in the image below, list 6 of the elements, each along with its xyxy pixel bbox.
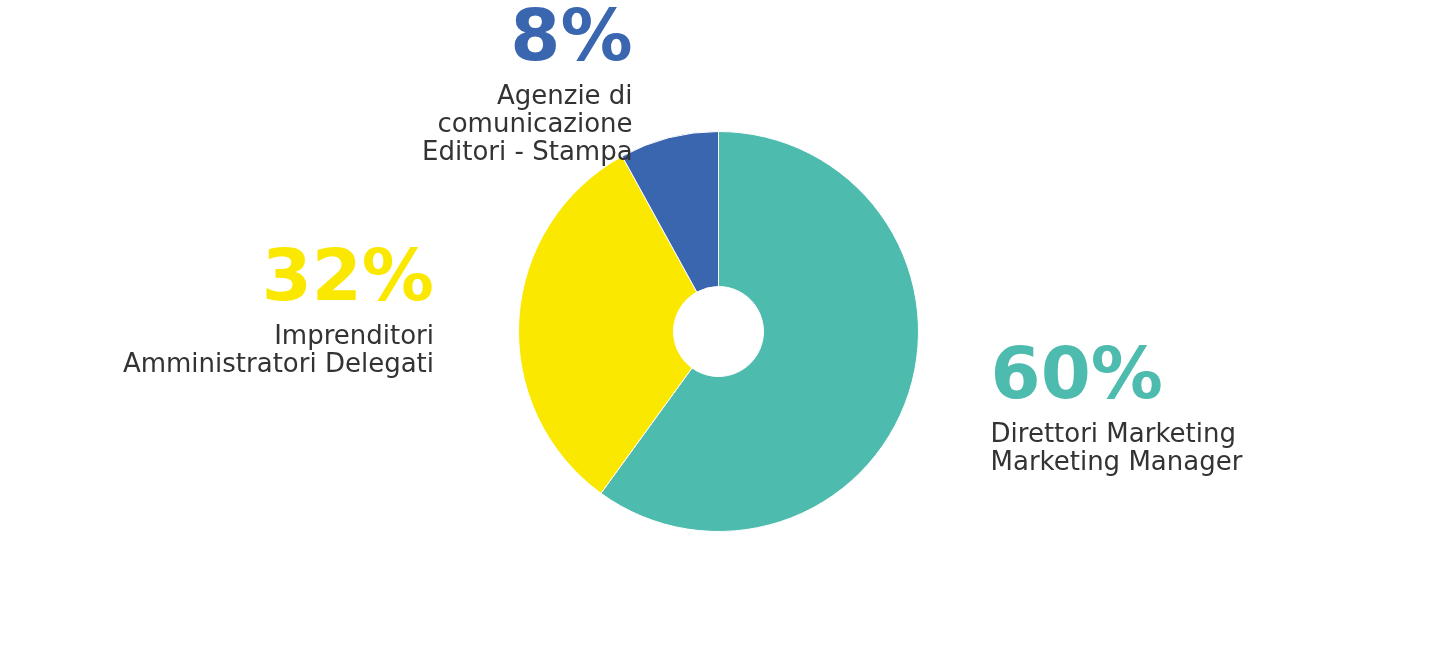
slice-label: Agenzie di comunicazione Editori - Stampa bbox=[422, 79, 633, 166]
data-label: 8% bbox=[510, 0, 633, 77]
slice-label: Direttori Marketing Marketing Manager bbox=[990, 418, 1243, 477]
data-label: 32% bbox=[261, 232, 435, 317]
data-label: 60% bbox=[990, 331, 1163, 416]
slice-label: Imprenditori Amministratori Delegati bbox=[122, 319, 435, 378]
